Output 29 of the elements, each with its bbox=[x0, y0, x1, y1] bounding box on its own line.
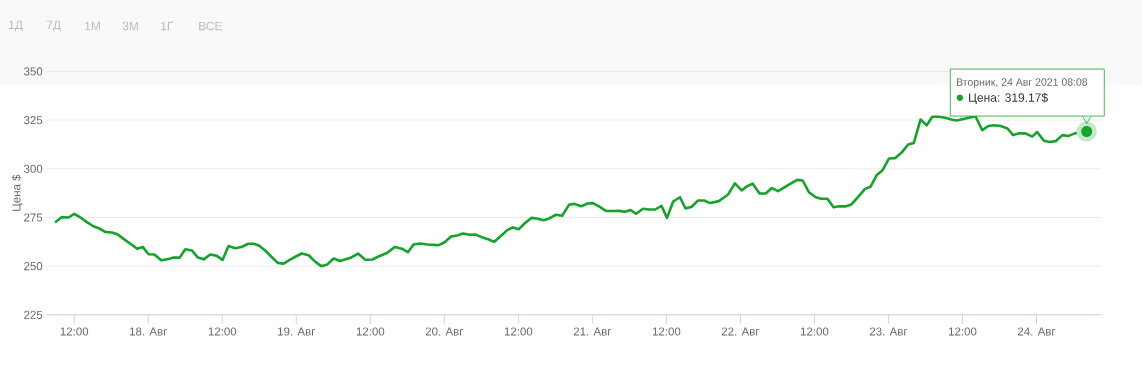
text: 7Д bbox=[46, 20, 61, 32]
y-tick-label: 300 bbox=[23, 164, 43, 173]
x-tick-label: 12:00 bbox=[652, 327, 681, 336]
y-tick-label: 225 bbox=[24, 310, 43, 319]
x-tick-label: 12:00 bbox=[948, 327, 977, 336]
text: ВСЕ bbox=[199, 21, 222, 31]
x-tick-label: 21. Авг bbox=[573, 327, 612, 336]
text: 1Д bbox=[9, 20, 23, 32]
y-tick-label: 250 bbox=[24, 262, 43, 271]
y-tick-label: 325 bbox=[23, 116, 43, 125]
x-tick-label: 24. Авг bbox=[1017, 327, 1056, 336]
annotation: Цена: 319.17$ bbox=[969, 92, 1048, 105]
annotation: Вторник, 24 Авг 2021 08:08 bbox=[956, 78, 1088, 88]
x-tick-label: 12:00 bbox=[356, 327, 385, 336]
x-tick-label: 19. Авг bbox=[278, 327, 316, 336]
text: 1Г bbox=[161, 21, 174, 31]
y-tick-label: 350 bbox=[23, 67, 43, 76]
text: 1М bbox=[85, 21, 100, 31]
x-tick-label: 20. Авг bbox=[425, 327, 464, 336]
x-tick-label: 12:00 bbox=[208, 327, 237, 336]
y-tick-label: 275 bbox=[24, 213, 43, 222]
x-tick-label: 12:00 bbox=[800, 327, 829, 336]
x-tick-label: 12:00 bbox=[60, 327, 89, 336]
x-tick-label: 18. Авг bbox=[130, 327, 168, 336]
x-tick-label: 23. Авг bbox=[869, 327, 908, 336]
x-tick-label: 22. Авг bbox=[721, 327, 760, 336]
x-tick-label: 12:00 bbox=[504, 327, 533, 336]
y-axis-title: Цена $ bbox=[11, 174, 23, 211]
text: 3М bbox=[122, 21, 138, 31]
